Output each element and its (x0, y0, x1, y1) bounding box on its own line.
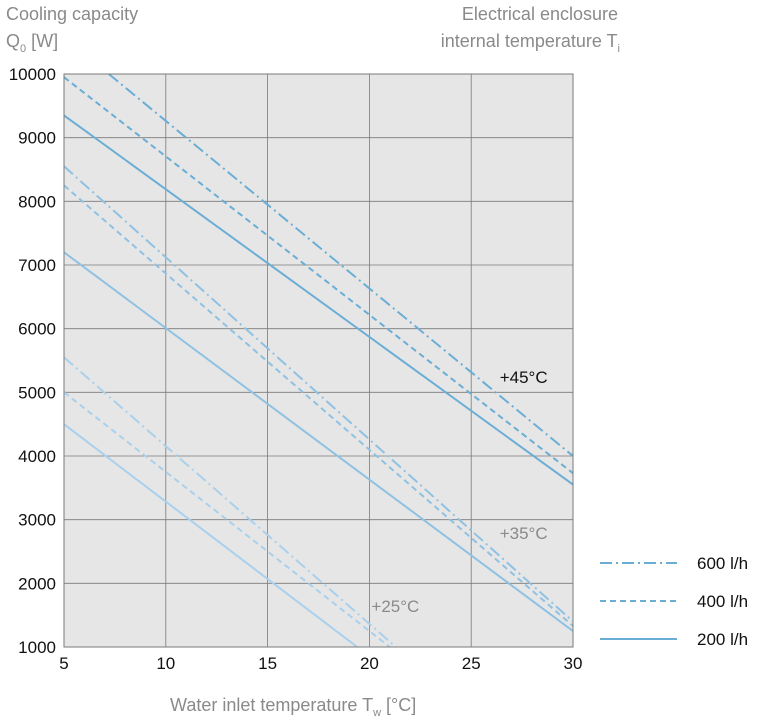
x-axis-title-subscript: w (372, 707, 381, 719)
y-tick-label-2: 3000 (18, 511, 56, 530)
x-axis-ticks: 5 10 15 20 25 30 (59, 654, 582, 673)
temperature-label-1: +35°C (500, 524, 548, 543)
data-series (63, 73, 574, 648)
series-line-2-0 (63, 356, 397, 648)
series-line-0-1 (63, 76, 574, 474)
series-line-1-0 (63, 165, 574, 623)
series-line-2-2 (63, 423, 358, 648)
y-axis-title-unit: [W] (26, 31, 58, 51)
y-tick-label-4: 5000 (18, 383, 56, 402)
x-tick-label-1: 10 (156, 654, 175, 673)
legend-label-1: 400 l/h (697, 592, 748, 611)
x-tick-label-4: 25 (462, 654, 481, 673)
x-axis-title: Water inlet temperature Tw [°C] (170, 695, 416, 719)
temperature-label-2: +25°C (371, 597, 419, 616)
series-line-1-2 (63, 251, 574, 632)
y-axis-title-subscript: 0 (20, 43, 26, 55)
legend-label-0: 600 l/h (697, 554, 748, 573)
y-axis-ticks: 1000 2000 3000 4000 5000 6000 7000 8000 9000 1000… (9, 65, 56, 657)
legend-title-subscript: i (618, 43, 620, 55)
temperature-labels: +45°C +35°C +25°C (371, 368, 547, 616)
x-tick-label-3: 20 (360, 654, 379, 673)
x-axis-title-unit: [°C] (381, 695, 416, 715)
y-tick-label-0: 1000 (18, 638, 56, 657)
legend-title-line2: internal temperature Ti (441, 31, 620, 55)
temperature-label-0: +45°C (500, 368, 548, 387)
series-line-2-1 (63, 391, 391, 648)
y-tick-label-6: 7000 (18, 256, 56, 275)
y-tick-label-9: 10000 (9, 65, 56, 84)
y-axis-title-line1: Cooling capacity (6, 4, 138, 24)
plot-border (63, 73, 574, 648)
legend-title-text: internal temperature T (441, 31, 618, 51)
x-tick-label-2: 15 (258, 654, 277, 673)
x-axis-title-text: Water inlet temperature T (170, 695, 373, 715)
y-tick-label-5: 6000 (18, 320, 56, 339)
legend-title-line1: Electrical enclosure (462, 4, 618, 24)
series-line-0-2 (63, 114, 574, 486)
y-tick-label-7: 8000 (18, 192, 56, 211)
y-axis-title-line2: Q0 [W] (6, 31, 58, 55)
legend-label-2: 200 l/h (697, 630, 748, 649)
y-tick-label-8: 9000 (18, 129, 56, 148)
y-axis-title-symbol: Q (6, 31, 20, 51)
series-line-1-1 (63, 184, 574, 627)
grid-lines (64, 74, 573, 647)
y-tick-label-3: 4000 (18, 447, 56, 466)
series-line-0-0 (108, 73, 574, 457)
x-tick-label-0: 5 (59, 654, 68, 673)
y-tick-label-1: 2000 (18, 574, 56, 593)
legend: 600 l/h 400 l/h 200 l/h (600, 554, 748, 649)
x-tick-label-5: 30 (564, 654, 583, 673)
